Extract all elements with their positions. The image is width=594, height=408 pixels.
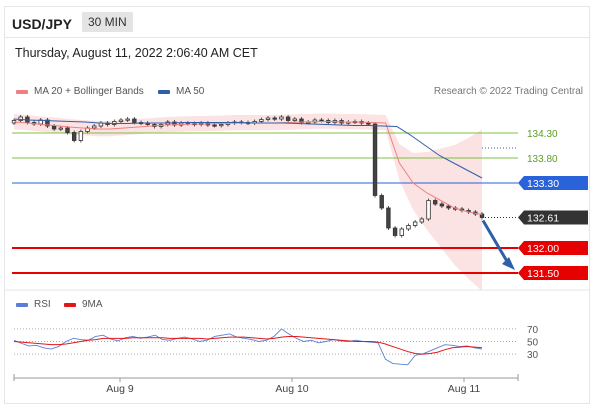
candle: [272, 116, 277, 121]
rsi-level-label-30: 30: [527, 350, 539, 361]
bollinger-band-area: [14, 113, 482, 291]
rsi-label: RSI: [34, 299, 51, 310]
candle: [45, 118, 50, 128]
candle: [279, 115, 284, 121]
candle-body: [412, 221, 418, 226]
rsi-series-9MA: [13, 335, 483, 355]
candle: [392, 226, 398, 238]
candle: [439, 202, 445, 208]
candle-body: [272, 117, 277, 120]
candle-body: [292, 118, 297, 121]
ma20-swatch: [16, 89, 28, 94]
x-tick-label: Aug 11: [448, 383, 481, 395]
level-label-132.00: 132.00: [527, 243, 559, 255]
candle-body: [118, 119, 124, 122]
candle-body: [279, 116, 284, 120]
candle: [265, 116, 271, 122]
candle-body: [386, 207, 391, 229]
candle: [125, 117, 130, 122]
candle: [412, 220, 418, 228]
candle-body: [366, 122, 371, 125]
candle: [65, 126, 70, 135]
candle: [406, 223, 411, 231]
ma50-swatch: [158, 89, 170, 94]
candle: [419, 217, 425, 224]
candle: [78, 129, 84, 143]
candle-body: [259, 119, 264, 122]
candle: [71, 130, 77, 143]
forecast-arrow-head: [502, 257, 515, 270]
level-label-133.30: 133.30: [527, 178, 559, 190]
candle-body: [432, 200, 438, 205]
candle-body: [426, 200, 431, 220]
candle-body: [265, 117, 271, 120]
rsi-series-RSI: [13, 328, 483, 366]
candle-body: [219, 124, 224, 127]
candle-body: [406, 225, 411, 230]
candle-body: [58, 127, 63, 130]
level-label-131.50: 131.50: [527, 268, 559, 280]
x-tick-label: Aug 10: [275, 383, 308, 395]
candle-body: [132, 118, 137, 123]
candle-body: [65, 127, 70, 133]
ma50-label: MA 50: [176, 86, 205, 97]
chart-frame: [4, 6, 590, 404]
candle-body: [78, 131, 84, 141]
candle-body: [285, 116, 291, 121]
candle-body: [399, 228, 404, 236]
candle: [432, 198, 438, 206]
candle-body: [439, 203, 445, 207]
candle-body: [212, 124, 217, 127]
last-price-tag: [518, 210, 588, 225]
candle-body: [18, 116, 23, 121]
candle-body: [71, 132, 77, 141]
forecast-arrow-shaft: [481, 219, 510, 264]
candle: [285, 115, 291, 123]
last-price-label: 132.61: [527, 213, 559, 225]
legend-9ma: 9MA: [64, 299, 103, 310]
candle: [372, 122, 378, 198]
symbol-title: USD/JPY: [12, 16, 72, 32]
candle-body: [419, 218, 425, 223]
rsi-level-label-50: 50: [527, 338, 539, 349]
candle: [292, 117, 297, 123]
timestamp: Thursday, August 11, 2022 2:06:40 AM CET: [15, 46, 258, 60]
rsi-level-label-70: 70: [527, 325, 539, 336]
level-tag-132.00: [518, 241, 588, 255]
level-label-134.30: 134.30: [527, 129, 558, 140]
candle-body: [392, 227, 398, 236]
candle-body: [446, 205, 451, 209]
level-label-133.80: 133.80: [527, 154, 558, 165]
level-tag-133.30: [518, 176, 588, 190]
candle: [379, 193, 384, 210]
candle: [399, 227, 404, 238]
candle: [118, 118, 124, 124]
header-divider: [4, 37, 590, 38]
candle: [426, 198, 431, 221]
legend-ma20: MA 20 + Bollinger Bands: [16, 86, 144, 97]
rsi-swatch: [16, 302, 28, 307]
candle-body: [372, 123, 378, 196]
timeframe-badge[interactable]: 30 MIN: [82, 12, 133, 32]
ma9-label: 9MA: [82, 299, 103, 310]
legend-rsi: RSI: [16, 299, 51, 310]
candle: [18, 115, 23, 123]
candle-body: [125, 118, 130, 121]
level-tag-131.50: [518, 266, 588, 280]
ma9-swatch: [64, 302, 76, 307]
ma20-label: MA 20 + Bollinger Bands: [34, 86, 144, 97]
candle-body: [51, 125, 57, 130]
candle-body: [45, 119, 50, 127]
ma50-line: [13, 118, 483, 179]
x-tick-label: Aug 9: [106, 383, 134, 395]
candle: [58, 126, 63, 131]
candle-body: [92, 125, 97, 129]
legend-ma50: MA 50: [158, 86, 204, 97]
candle: [386, 206, 391, 230]
candle-body: [379, 195, 384, 209]
research-credit: Research © 2022 Trading Central: [433, 86, 583, 97]
